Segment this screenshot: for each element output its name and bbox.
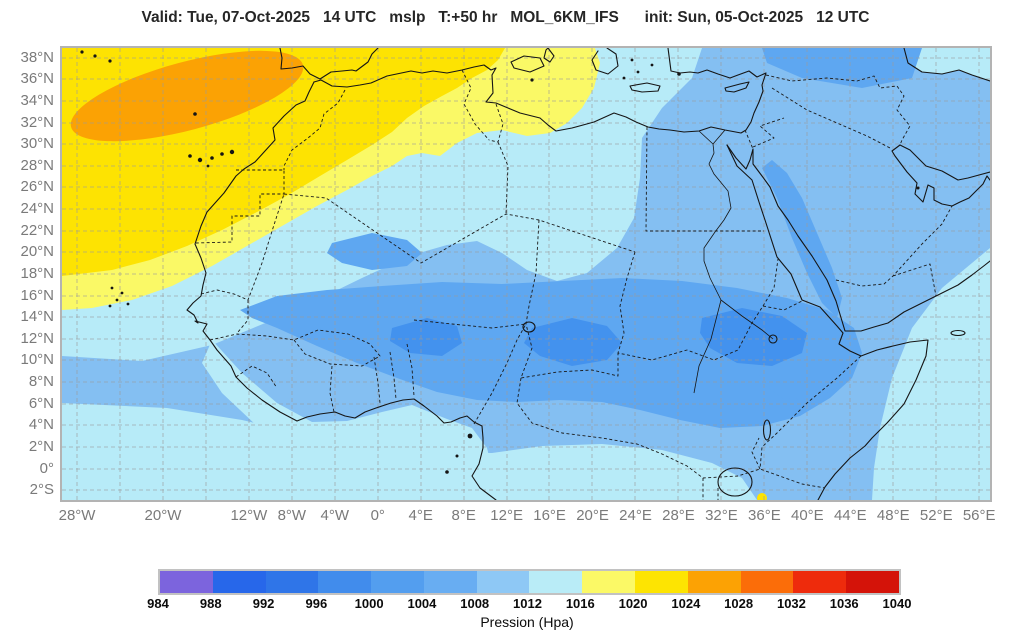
colorbar-cell: [582, 571, 636, 593]
lon-tick-label: 48°E: [876, 507, 910, 524]
colorbar-tick-label: 1028: [724, 596, 754, 611]
lat-tick-label: 30°N: [20, 135, 54, 153]
lon-tick-label: 8°E: [451, 507, 476, 524]
pressure-colorbar: [158, 569, 901, 595]
lat-tick-label: 16°N: [20, 286, 54, 304]
lon-tick-label: 44°E: [833, 507, 867, 524]
lon-tick-label: 0°: [370, 507, 385, 524]
lon-tick-label: 24°E: [619, 507, 652, 524]
lat-tick-label: 10°N: [20, 351, 54, 369]
lat-tick-label: 2°N: [28, 437, 54, 455]
colorbar-tick-label: 1020: [618, 596, 648, 611]
colorbar-tick-label: 992: [252, 596, 275, 611]
colorbar-tick-label: 1040: [882, 596, 912, 611]
nile-river: [693, 129, 774, 394]
colorbar-tick-label: 1024: [671, 596, 701, 611]
lon-tick-label: 40°E: [790, 507, 824, 524]
mslp-contour-map: [62, 48, 990, 500]
colorbar-cell: [371, 571, 424, 593]
colorbar-cell: [423, 571, 477, 593]
lon-tick-label: 52°E: [919, 507, 953, 524]
lat-tick-label: 22°N: [20, 221, 54, 239]
lat-tick-label: 32°N: [20, 113, 54, 131]
lat-tick-label: 26°N: [20, 178, 54, 196]
colorbar-cell: [160, 571, 213, 593]
coastlines: [186, 48, 990, 500]
lat-tick-label: 12°N: [20, 329, 54, 347]
lat-tick-label: 36°N: [20, 70, 54, 88]
small-islands: [80, 50, 920, 474]
colorbar-cell: [476, 571, 530, 593]
colorbar-cell: [318, 571, 372, 593]
colorbar-tick-label: 1004: [407, 596, 437, 611]
lat-tick-label: 0°: [39, 459, 54, 477]
lon-tick-label: 36°E: [748, 507, 781, 524]
lon-tick-label: 4°W: [320, 507, 350, 524]
lat-tick-label: 8°N: [28, 373, 54, 391]
lat-tick-label: 4°N: [28, 416, 54, 434]
lat-tick-label: 20°N: [20, 243, 54, 261]
colorbar-tick-label: 988: [199, 596, 222, 611]
lon-tick-label: 20°W: [144, 507, 182, 524]
lon-tick-label: 56°E: [962, 507, 996, 524]
lon-tick-label: 32°E: [705, 507, 738, 524]
colorbar-cell: [212, 571, 266, 593]
colorbar-cell: [793, 571, 847, 593]
colorbar-cell: [740, 571, 794, 593]
lon-tick-label: 28°E: [662, 507, 695, 524]
lon-tick-label: 28°W: [58, 507, 96, 524]
lat-tick-label: 18°N: [20, 264, 54, 282]
lat-tick-label: 24°N: [20, 200, 54, 218]
lon-tick-label: 4°E: [408, 507, 433, 524]
country-borders: [195, 69, 953, 500]
colorbar-cell: [529, 571, 583, 593]
colorbar-cell: [846, 571, 899, 593]
lat-tick-label: 28°N: [20, 156, 54, 174]
colorbar-tick-label: 1012: [513, 596, 542, 611]
colorbar-tick-label: 984: [147, 596, 169, 611]
colorbar-tick-label: 1016: [565, 596, 595, 611]
lon-tick-label: 12°W: [230, 507, 268, 524]
colorbar-tick-label: 1036: [829, 596, 859, 611]
lat-tick-label: 6°N: [28, 394, 54, 412]
graticule-grid: [62, 48, 990, 500]
lat-tick-label: 2°S: [29, 481, 54, 499]
colorbar-tick-label: 996: [305, 596, 328, 611]
lat-tick-label: 38°N: [20, 48, 54, 66]
lon-tick-label: 20°E: [576, 507, 609, 524]
colorbar-cell: [687, 571, 741, 593]
lon-tick-label: 16°E: [533, 507, 566, 524]
colorbar-cell: [265, 571, 319, 593]
colorbar-title: Pression (Hpa): [480, 614, 574, 630]
lat-tick-label: 34°N: [20, 91, 54, 109]
colorbar-tick-label: 1032: [776, 596, 806, 611]
lat-tick-label: 14°N: [20, 308, 54, 326]
colorbar-cell: [635, 571, 688, 593]
lon-tick-label: 8°W: [277, 507, 307, 524]
page-title: Valid: Tue, 07-Oct-2025 14 UTC mslp T:+5…: [141, 9, 870, 26]
colorbar-tick-label: 1008: [460, 596, 490, 611]
colorbar-tick-label: 1000: [354, 596, 384, 611]
map-canvas: [60, 46, 992, 502]
lon-tick-label: 12°E: [490, 507, 523, 524]
